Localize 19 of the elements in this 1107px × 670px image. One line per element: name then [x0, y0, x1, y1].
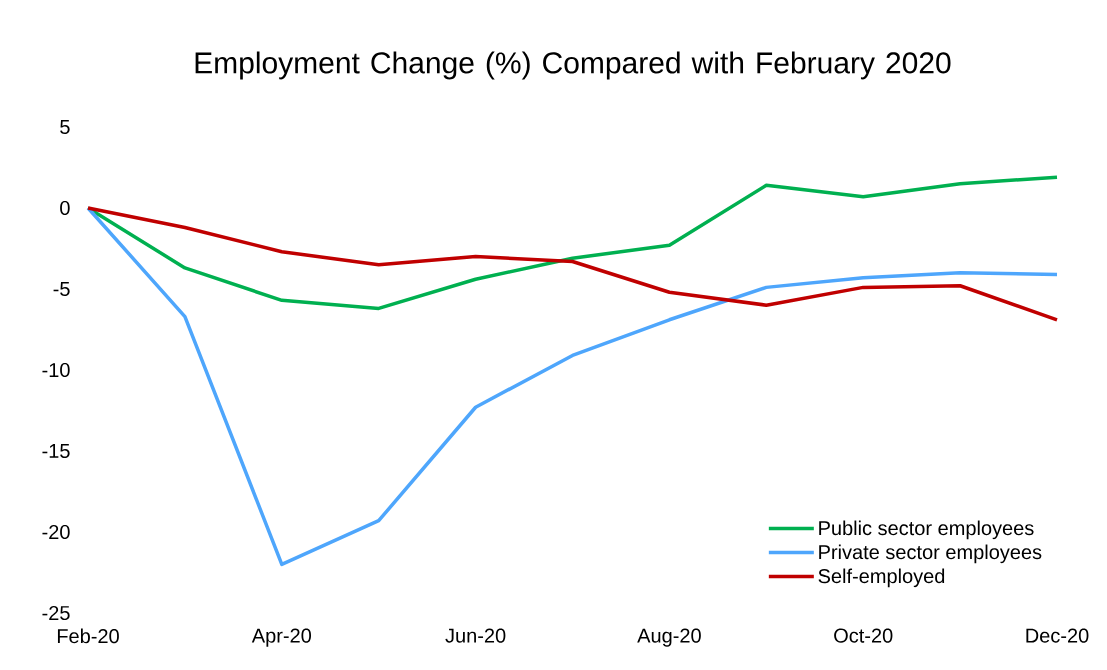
line-series	[86, 206, 1059, 322]
y-tick-label: -15	[42, 444, 70, 458]
line-series	[86, 206, 1059, 567]
y-tick-label: 5	[60, 120, 70, 134]
x-tick-label: Oct-20	[834, 628, 893, 643]
y-tick-label: -5	[53, 282, 70, 296]
y-tick-label: -10	[42, 362, 70, 378]
x-tick-label: Aug-20	[637, 628, 701, 647]
y-tick-label: -20	[42, 524, 70, 540]
x-tick-label: Dec-20	[1026, 628, 1089, 643]
legend-label: Public sector employees	[819, 520, 1034, 540]
x-tick-label: Jun-20	[445, 628, 506, 643]
chart-title: Employment Change (%) Compared with February 2020	[195, 51, 951, 80]
y-tick-label: 0	[60, 200, 70, 216]
x-tick-label: Feb-20	[57, 628, 119, 644]
x-tick-label: Apr-20	[251, 628, 312, 647]
y-tick-label: -25	[42, 605, 70, 621]
legend-label: Private sector employees	[819, 544, 1042, 564]
legend-label: Self-employed	[818, 568, 945, 588]
